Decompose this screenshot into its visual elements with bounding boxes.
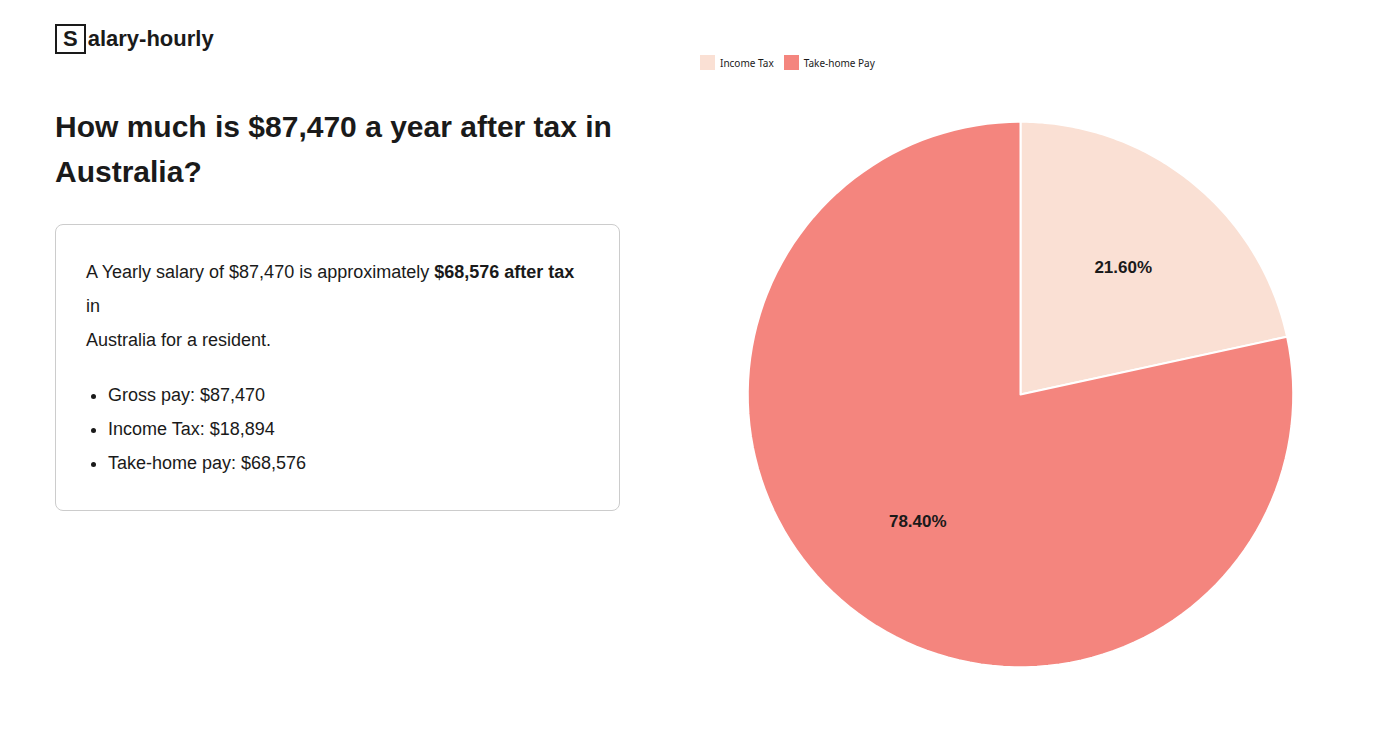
svg-text:21.60%: 21.60% [1094, 258, 1152, 277]
html-text:Australia for a resident.: Australia for a resident. [86, 330, 272, 351]
svg-text:78.40%: 78.40% [889, 512, 947, 531]
html-text:A Yearly salary of $87,470 is: A Yearly salary of $87,470 is approximat… [86, 262, 575, 282]
html-text:How much is $87,470 a year aft: How much is $87,470 a year after tax in … [55, 110, 612, 188]
html-text:Take-home pay: $68,576: Take-home pay: $68,576 [108, 452, 307, 473]
html-text:in: in [86, 296, 100, 317]
html-text:S: S [63, 26, 78, 51]
html-text:Take-home Pay: Take-home Pay [803, 55, 875, 70]
html-text:alary-hourly: alary-hourly [87, 26, 214, 51]
html-text:Income Tax: $18,894: Income Tax: $18,894 [108, 418, 275, 439]
html-text:Income Tax: Income Tax [720, 55, 774, 70]
html-text:Gross pay: $87,470: Gross pay: $87,470 [108, 384, 266, 405]
